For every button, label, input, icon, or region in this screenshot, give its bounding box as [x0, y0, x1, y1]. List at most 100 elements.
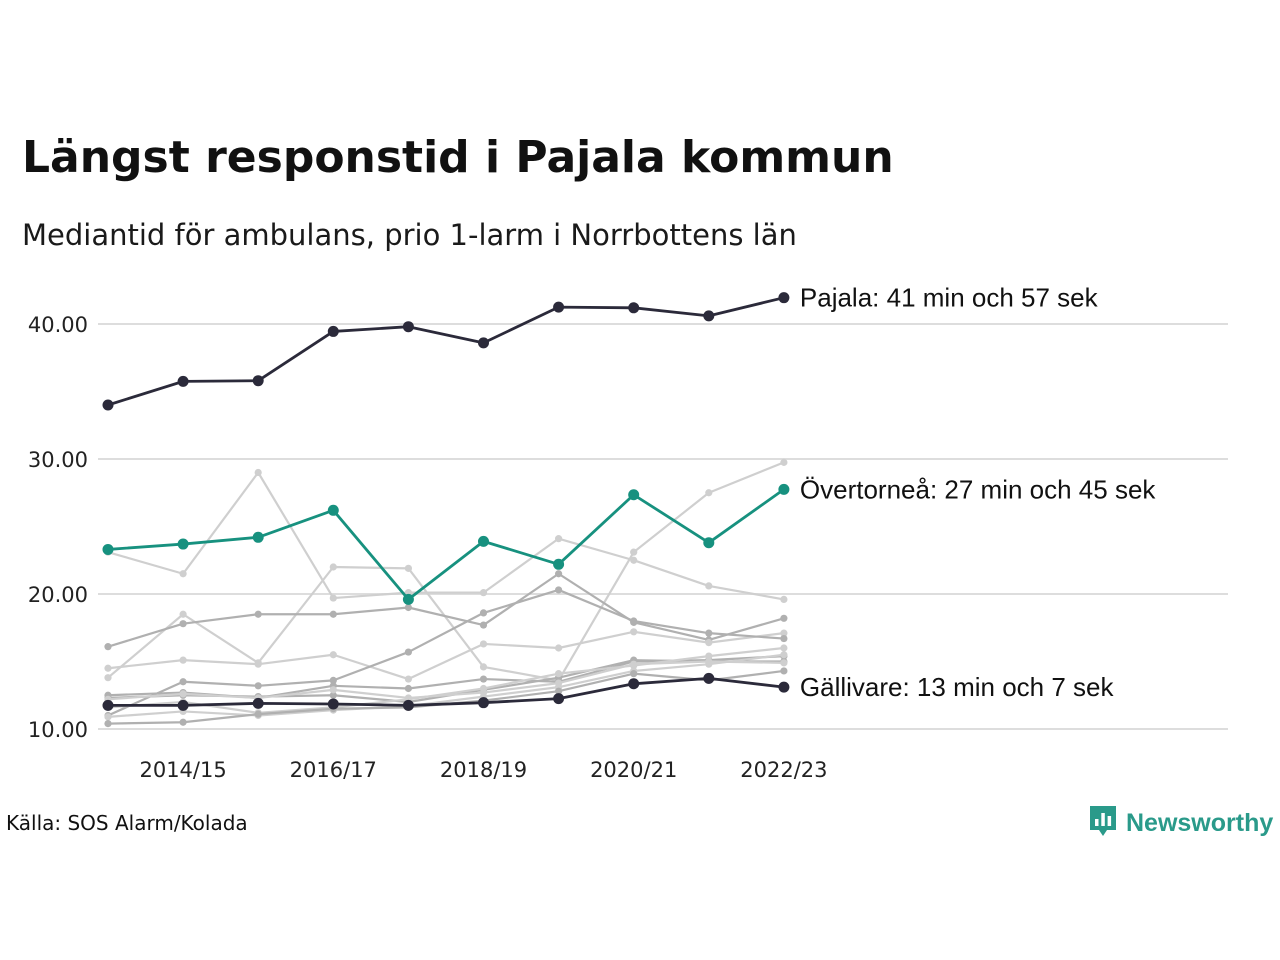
- background-series-5-point: [479, 609, 488, 617]
- series-pajala-line: [107, 296, 785, 407]
- background-series-3-point: [555, 570, 563, 578]
- series-gllivare-point: [478, 697, 489, 709]
- series-vertorne-point: [102, 543, 114, 555]
- background-series-4: [104, 628, 788, 683]
- background-series-9-point: [780, 651, 788, 659]
- end-labels: Pajala: 41 min och 57 sek Övertorneå: 27 …: [800, 283, 1157, 702]
- highlighted-series: [102, 292, 790, 711]
- background-series-11-point: [705, 657, 713, 666]
- series-gllivare: [102, 672, 790, 711]
- background-series-3-point: [479, 621, 488, 629]
- source-note: Källa: SOS Alarm/Kolada: [6, 811, 248, 835]
- background-series-11-point: [780, 659, 788, 667]
- background-series-8-point: [705, 652, 713, 660]
- brand-logo: Newsworthy: [1088, 804, 1273, 842]
- background-series-11-point: [555, 679, 563, 687]
- background-series-3-point: [254, 610, 262, 618]
- series-vertorne-point: [327, 504, 339, 516]
- background-series-2-point: [705, 489, 713, 497]
- background-series-3-point: [179, 620, 187, 628]
- series-vertorne-end-label: Övertorneå: 27 min och 45 sek: [800, 474, 1157, 504]
- background-series-5-line: [107, 588, 784, 717]
- background-series: [104, 458, 788, 728]
- background-series-11-point: [630, 660, 638, 668]
- series-gllivare-point: [553, 693, 565, 705]
- background-series-10: [104, 667, 788, 728]
- grid-lines: [98, 323, 1228, 730]
- background-series-8-line: [107, 646, 785, 714]
- series-pajala: [102, 292, 790, 411]
- background-series-3-point: [104, 643, 112, 651]
- background-series-3-point: [404, 603, 412, 612]
- series-pajala-point: [252, 375, 264, 387]
- background-series-4-point: [555, 644, 563, 652]
- series-pajala-point: [102, 399, 114, 411]
- series-gllivare-point: [327, 698, 339, 710]
- series-vertorne-line: [107, 488, 785, 601]
- background-series-1-point: [479, 589, 488, 597]
- background-series-10-point: [555, 687, 563, 695]
- background-series-10-point: [254, 710, 262, 718]
- background-series-7-point: [329, 691, 337, 699]
- background-series-3-line: [107, 572, 785, 648]
- series-vertorne-point: [402, 593, 414, 605]
- series-pajala-point: [327, 325, 339, 337]
- background-series-5-point: [780, 634, 788, 643]
- background-series-10-point: [630, 670, 638, 678]
- series-pajala-point: [177, 375, 189, 387]
- background-series-1-point: [179, 570, 187, 578]
- background-series-11-point: [329, 686, 337, 694]
- series-gllivare-point: [102, 699, 114, 711]
- chart-title: Längst responstid i Pajala kommun: [22, 132, 894, 183]
- x-axis: 2014/15 2016/17 2018/19 2020/21 2022/23: [139, 758, 827, 782]
- background-series-4-point: [329, 651, 337, 659]
- background-series-11-line: [107, 660, 784, 701]
- background-series-5-point: [329, 676, 337, 685]
- background-series-2-point: [104, 674, 112, 682]
- series-vertorne-point: [778, 483, 790, 495]
- background-series-1-point: [329, 594, 337, 602]
- background-series-5-point: [404, 648, 412, 656]
- background-series-8-point: [555, 670, 563, 678]
- background-series-1-line: [107, 471, 785, 601]
- background-series-2-point: [329, 563, 337, 571]
- background-series-10-point: [179, 718, 187, 726]
- background-series-11: [104, 657, 788, 703]
- chart-subtitle: Mediantid för ambulans, prio 1-larm i No…: [22, 218, 797, 252]
- series-pajala-point: [478, 337, 489, 349]
- background-series-5-point: [630, 617, 638, 625]
- background-series-3: [104, 570, 788, 651]
- series-pajala-point: [553, 301, 565, 313]
- x-tick-label: 2018/19: [440, 758, 527, 782]
- background-series-1-point: [630, 556, 638, 564]
- series-gllivare-point: [252, 697, 264, 709]
- series-vertorne-point: [177, 538, 189, 550]
- background-series-5-point: [705, 629, 713, 637]
- background-series-3-point: [329, 610, 337, 618]
- series-vertorne-point: [478, 535, 489, 547]
- bar-chart-speech-bubble-icon: [1088, 804, 1118, 842]
- series-gllivare-point: [778, 681, 790, 693]
- series-gllivare-end-label: Gällivare: 13 min och 7 sek: [800, 672, 1115, 702]
- x-tick-label: 2014/15: [139, 758, 226, 782]
- background-series-2-point: [479, 663, 488, 671]
- background-series-11-point: [479, 688, 488, 697]
- series-pajala-point: [778, 292, 790, 304]
- background-series-5-point: [254, 682, 262, 690]
- background-series-8-point: [780, 644, 788, 652]
- background-series-4-point: [780, 629, 788, 637]
- series-vertorne-point: [703, 537, 715, 549]
- series-gllivare-point: [177, 699, 189, 711]
- background-series-5-point: [555, 586, 563, 594]
- background-series-4-point: [479, 640, 488, 648]
- background-series-4-point: [705, 639, 713, 647]
- background-series-1-point: [705, 582, 713, 590]
- background-series-6-point: [404, 684, 412, 693]
- series-pajala-point: [628, 302, 640, 314]
- background-series-11-point: [179, 690, 187, 698]
- x-tick-label: 2020/21: [590, 758, 677, 782]
- background-series-4-point: [404, 675, 412, 683]
- background-series-10-point: [104, 720, 112, 728]
- series-gllivare-point: [402, 699, 414, 711]
